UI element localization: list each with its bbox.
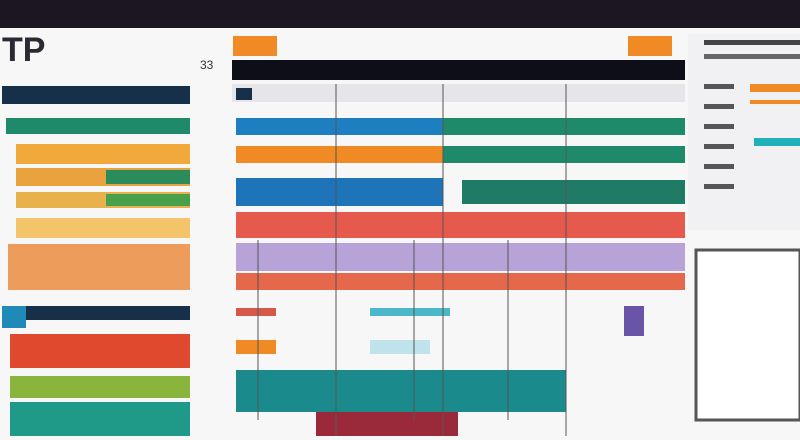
- task-bar: [236, 118, 443, 135]
- panel-accent: [750, 100, 800, 104]
- task-bar: [443, 146, 685, 163]
- panel-line: [704, 144, 734, 149]
- task-bar: [236, 340, 276, 354]
- left-tab[interactable]: [2, 306, 26, 328]
- toolbar-label: 33: [200, 58, 214, 72]
- task-bar: [236, 308, 276, 316]
- task-bar: [236, 178, 443, 206]
- left-header: [6, 306, 190, 320]
- task-bar: [236, 212, 685, 238]
- grid-lines: [257, 84, 567, 436]
- task-bar: [316, 412, 458, 436]
- panel-line: [704, 54, 800, 59]
- left-row: [16, 218, 190, 238]
- left-row: [10, 402, 190, 436]
- panel-line: [704, 104, 734, 109]
- timeline-bar: [232, 60, 685, 80]
- panel-accent: [754, 138, 800, 146]
- panel-line: [704, 40, 800, 45]
- panel-line: [704, 124, 734, 129]
- top-bar: [0, 0, 800, 28]
- scale-cell: [236, 88, 252, 100]
- task-bar: [236, 370, 566, 412]
- orange-button[interactable]: [233, 36, 277, 56]
- task-bar: [462, 180, 685, 204]
- timeline-scale: [232, 84, 685, 102]
- task-bar: [370, 308, 450, 316]
- task-bar: [236, 273, 685, 290]
- task-bar: [624, 306, 644, 336]
- left-row-segment: [106, 194, 190, 206]
- panel-line: [704, 184, 734, 189]
- left-row: [16, 144, 190, 164]
- task-bar: [236, 243, 685, 271]
- task-bar: [370, 340, 430, 354]
- orange-button[interactable]: [628, 36, 672, 56]
- task-bar: [236, 146, 443, 163]
- left-header: [2, 86, 190, 104]
- left-row: [8, 244, 190, 290]
- left-row: [10, 334, 190, 368]
- left-row: [10, 376, 190, 398]
- preview-box: [694, 248, 800, 422]
- app-title: TP: [2, 31, 45, 69]
- panel-line: [704, 164, 734, 169]
- left-row: [6, 118, 190, 134]
- task-bar: [443, 118, 685, 135]
- panel-accent: [750, 84, 800, 92]
- panel-line: [704, 84, 734, 89]
- right-panel: [688, 34, 800, 230]
- left-row-segment: [106, 170, 190, 184]
